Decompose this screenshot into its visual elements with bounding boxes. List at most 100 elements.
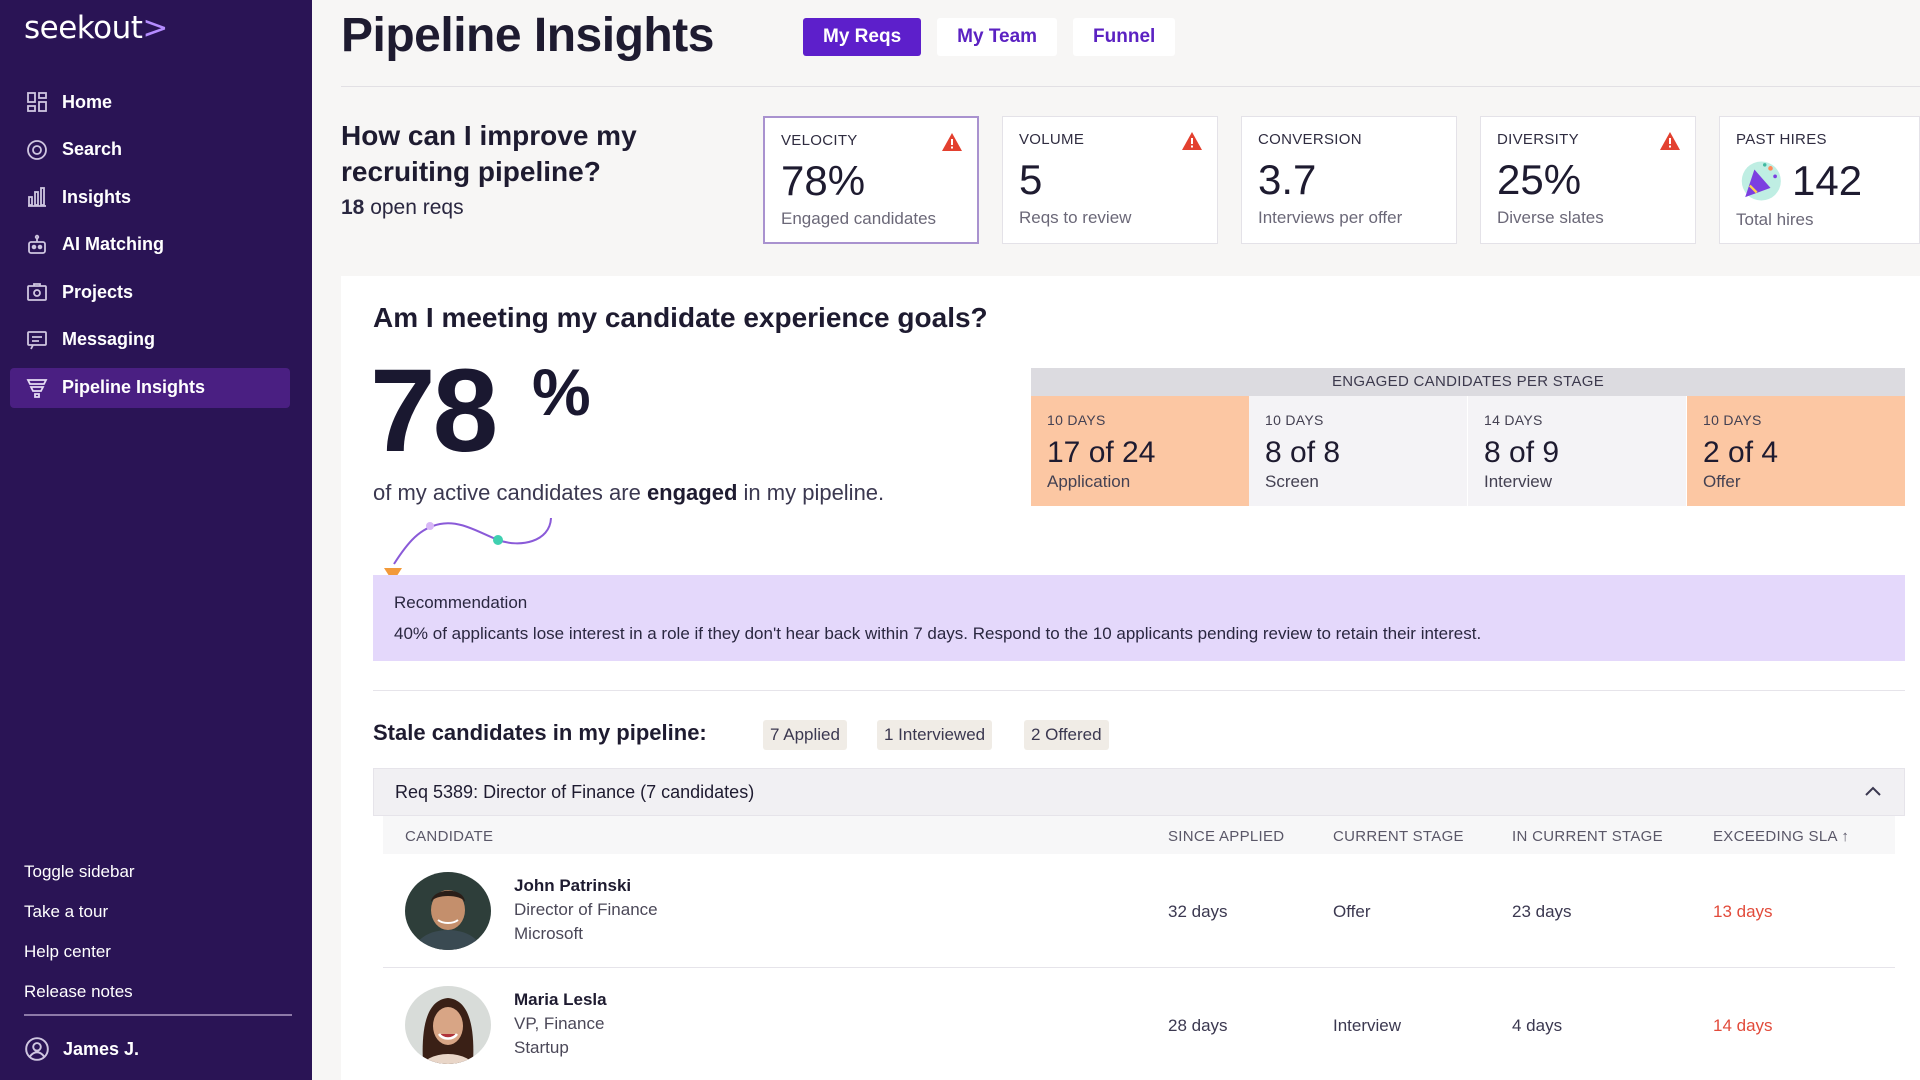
stat-sub: Reqs to review: [1019, 208, 1132, 227]
volume-card[interactable]: VOLUME 5 Reqs to review: [1002, 116, 1218, 244]
col-since-applied[interactable]: SINCE APPLIED: [1168, 828, 1285, 845]
party-popper-icon: [1741, 161, 1781, 201]
recommendation-box: Recommendation 40% of applicants lose in…: [373, 575, 1905, 661]
in-current-stage: 23 days: [1512, 902, 1572, 921]
sidebar-item-label: Search: [62, 139, 123, 160]
tab-funnel[interactable]: Funnel: [1073, 18, 1176, 56]
page-title: Pipeline Insights: [341, 9, 714, 62]
decorative-arrow-icon: [384, 517, 552, 582]
stage-days: 10 DAYS: [1047, 412, 1106, 428]
stat-value-row: 142: [1736, 158, 1919, 204]
candidate-title: Director of Finance: [514, 900, 658, 919]
stat-value: 3.7: [1258, 156, 1317, 203]
in-current-stage: 4 days: [1512, 1016, 1563, 1035]
messaging-icon: [25, 328, 49, 352]
engaged-percent-sign: %: [532, 355, 591, 429]
candidate-company: Microsoft: [514, 924, 583, 943]
tab-my-team[interactable]: My Team: [937, 18, 1058, 56]
req-accordion-header[interactable]: Req 5389: Director of Finance (7 candida…: [373, 768, 1905, 816]
projects-icon: [25, 280, 49, 304]
toggle-sidebar-link[interactable]: Toggle sidebar: [24, 862, 135, 881]
take-a-tour-link[interactable]: Take a tour: [24, 902, 109, 921]
warning-icon: [1660, 132, 1680, 150]
col-candidate[interactable]: CANDIDATE: [405, 828, 494, 845]
col-current-stage[interactable]: CURRENT STAGE: [1333, 828, 1464, 845]
recommendation-title: Recommendation: [394, 593, 528, 612]
sidebar-item-pipeline-insights[interactable]: Pipeline Insights: [10, 367, 290, 408]
insights-icon: [25, 185, 49, 209]
current-stage: Offer: [1333, 902, 1371, 921]
avatar: [405, 986, 491, 1064]
stage-value: 2 of 4: [1703, 436, 1779, 469]
stat-label: DIVERSITY: [1497, 131, 1579, 148]
sidebar-item-label: AI Matching: [62, 234, 164, 255]
stat-sub: Interviews per offer: [1258, 208, 1403, 227]
candidate-title: VP, Finance: [514, 1014, 605, 1033]
stage-value: 8 of 8: [1265, 436, 1341, 469]
stat-sub: Engaged candidates: [781, 209, 937, 228]
header-divider: [341, 86, 1920, 87]
table-row[interactable]: John Patrinski Director of Finance Micro…: [383, 854, 1895, 968]
sidebar-item-insights[interactable]: Insights: [10, 177, 290, 217]
past-hires-card[interactable]: PAST HIRES 142 Total hires: [1719, 116, 1920, 244]
sidebar-item-messaging[interactable]: Messaging: [10, 320, 290, 360]
sidebar-nav: Home Search Insights AI Matching Project…: [10, 82, 290, 415]
col-exceeding-sla[interactable]: EXCEEDING SLA ↑: [1713, 828, 1850, 845]
sidebar-item-ai-matching[interactable]: AI Matching: [10, 225, 290, 265]
table-header: CANDIDATE SINCE APPLIED CURRENT STAGE IN…: [383, 816, 1895, 854]
sidebar-item-label: Messaging: [62, 329, 156, 350]
experience-question: Am I meeting my candidate experience goa…: [373, 302, 988, 333]
stat-value: 142: [1792, 157, 1863, 204]
user-name: James J.: [63, 1038, 140, 1059]
stage-offer[interactable]: 10 DAYS 2 of 4 Offer: [1687, 396, 1905, 506]
sidebar-item-projects[interactable]: Projects: [10, 272, 290, 312]
stage-name: Screen: [1265, 472, 1319, 491]
sidebar-item-label: Pipeline Insights: [62, 377, 206, 398]
user-menu[interactable]: James J.: [24, 1036, 139, 1062]
stage-days: 14 DAYS: [1484, 412, 1543, 428]
candidate-company: Startup: [514, 1038, 569, 1057]
sort-arrow-icon: ↑: [1841, 828, 1850, 845]
sidebar-item-home[interactable]: Home: [10, 82, 290, 122]
stage-application[interactable]: 10 DAYS 17 of 24 Application: [1031, 396, 1249, 506]
user-icon: [25, 1037, 49, 1061]
chip-interviewed[interactable]: 1 Interviewed: [877, 720, 993, 750]
warning-icon: [1182, 132, 1202, 150]
section-divider: [373, 690, 1905, 691]
conversion-card[interactable]: CONVERSION 3.7 Interviews per offer: [1241, 116, 1457, 244]
sidebar-item-label: Home: [62, 91, 113, 112]
chevron-up-icon[interactable]: [1864, 785, 1882, 797]
tab-my-reqs[interactable]: My Reqs: [803, 18, 922, 56]
stage-screen[interactable]: 10 DAYS 8 of 8 Screen: [1249, 396, 1467, 506]
candidate-name[interactable]: John Patrinski: [514, 876, 632, 895]
sidebar-divider: [24, 1014, 292, 1016]
search-icon: [25, 138, 49, 162]
stat-value: 25%: [1497, 156, 1582, 203]
stage-days: 10 DAYS: [1265, 412, 1324, 428]
stage-days: 10 DAYS: [1703, 412, 1762, 428]
diversity-card[interactable]: DIVERSITY 25% Diverse slates: [1480, 116, 1696, 244]
stat-label: VELOCITY: [781, 132, 858, 149]
stat-value: 78%: [781, 157, 866, 204]
seekout-logo[interactable]: seekout>: [24, 10, 168, 46]
stat-label: PAST HIRES: [1736, 131, 1827, 148]
stage-name: Offer: [1703, 472, 1741, 491]
table-row[interactable]: Maria Lesla VP, Finance Startup 28 days …: [383, 968, 1895, 1080]
chip-offered[interactable]: 2 Offered: [1024, 720, 1109, 750]
help-center-link[interactable]: Help center: [24, 942, 111, 961]
avatar: [405, 872, 491, 950]
pipeline-question: How can I improve my recruiting pipeline…: [341, 120, 637, 187]
stage-interview[interactable]: 14 DAYS 8 of 9 Interview: [1468, 396, 1686, 506]
col-in-current-stage[interactable]: IN CURRENT STAGE: [1512, 828, 1663, 845]
release-notes-link[interactable]: Release notes: [24, 982, 133, 1001]
recommendation-text: 40% of applicants lose interest in a rol…: [394, 624, 1482, 643]
tab-bar: My Reqs My Team Funnel: [803, 18, 1191, 56]
chip-applied[interactable]: 7 Applied: [763, 720, 847, 750]
stage-header: ENGAGED CANDIDATES PER STAGE: [1031, 368, 1905, 396]
stage-name: Interview: [1484, 472, 1553, 491]
sidebar-item-label: Projects: [62, 281, 134, 302]
current-stage: Interview: [1333, 1016, 1402, 1035]
sidebar-item-search[interactable]: Search: [10, 130, 290, 170]
velocity-card[interactable]: VELOCITY 78% Engaged candidates: [763, 116, 979, 244]
candidate-name[interactable]: Maria Lesla: [514, 990, 607, 1009]
